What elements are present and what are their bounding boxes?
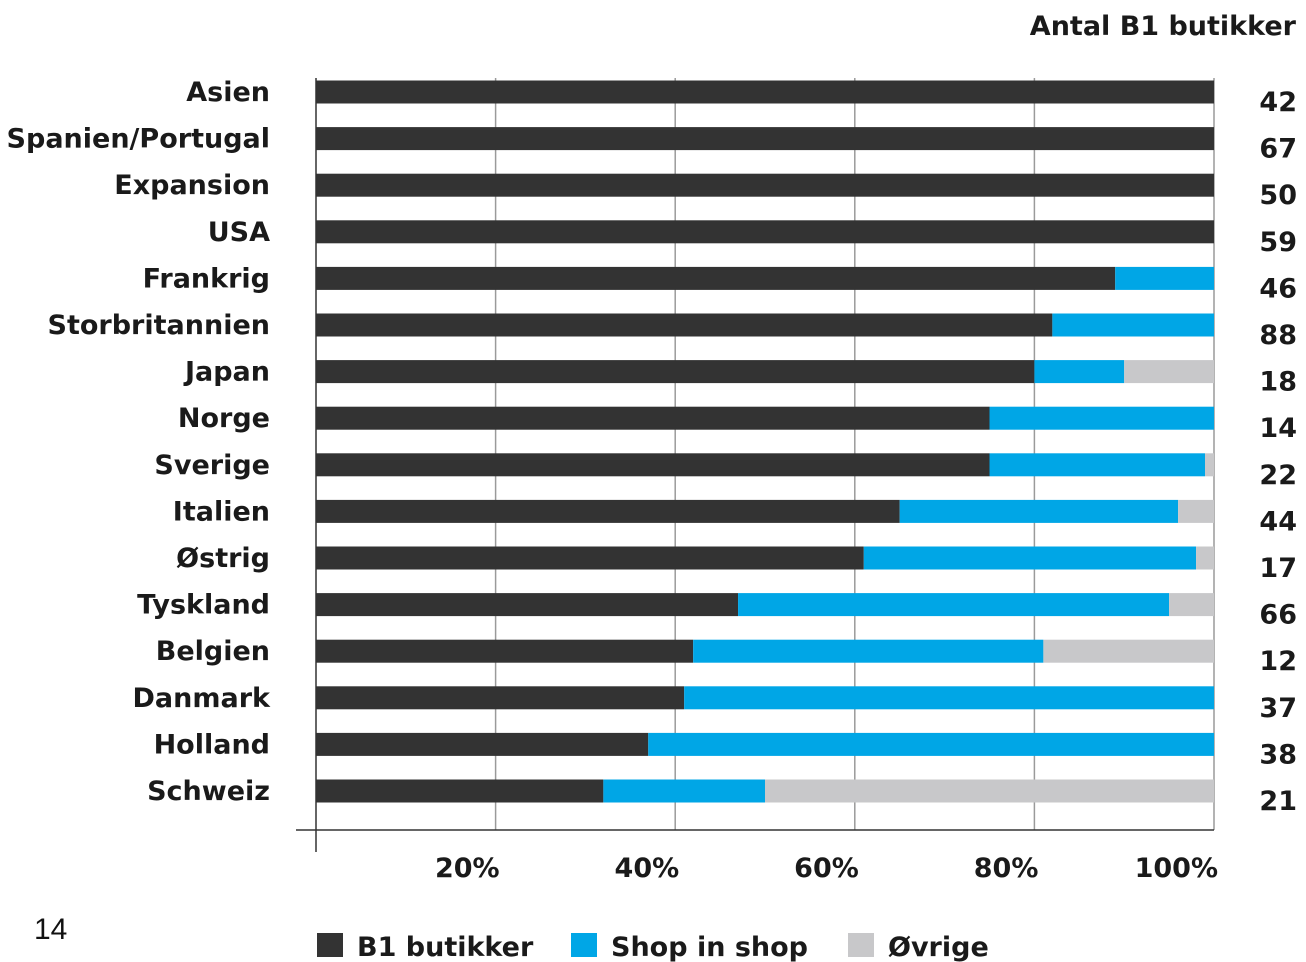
b1-segment — [316, 593, 739, 617]
shop-segment — [684, 686, 1214, 710]
category-label: Sverige — [154, 450, 270, 481]
count-label: 12 — [1259, 646, 1297, 677]
category-label: Frankrig — [143, 263, 270, 294]
shop-segment — [1052, 313, 1214, 337]
count-label: 22 — [1259, 460, 1297, 491]
b1-segment — [316, 732, 649, 756]
b1-segment — [316, 546, 864, 570]
count-label: 18 — [1259, 367, 1297, 398]
b1-segment — [316, 639, 694, 663]
b1-segment — [316, 779, 604, 803]
count-label: 50 — [1259, 180, 1297, 211]
legend-label: Shop in shop — [611, 932, 808, 962]
b1-segment — [316, 686, 685, 710]
category-label: Østrig — [176, 543, 270, 574]
shop-segment — [1115, 266, 1214, 290]
shop-legend-swatch — [571, 933, 597, 957]
category-label: Belgien — [156, 636, 270, 667]
category-label: Norge — [178, 403, 270, 434]
axes — [296, 78, 1214, 852]
count-label: 59 — [1259, 227, 1297, 258]
count-label: 67 — [1259, 134, 1297, 165]
count-label: 17 — [1259, 553, 1297, 584]
other-segment — [1169, 593, 1214, 617]
other-segment — [1043, 639, 1214, 663]
legend-label: Øvrige — [888, 932, 989, 962]
count-label: 66 — [1259, 600, 1297, 631]
count-label: 44 — [1259, 506, 1297, 537]
b1-segment — [316, 220, 1214, 244]
count-label: 21 — [1259, 786, 1297, 817]
other-legend-swatch — [848, 933, 874, 957]
count-label: 37 — [1259, 693, 1297, 724]
count-label: 88 — [1259, 320, 1297, 351]
category-label: Japan — [183, 357, 270, 388]
x-tick-label: 20% — [435, 853, 500, 884]
b1-segment — [316, 360, 1035, 384]
x-tick-label: 80% — [974, 853, 1039, 884]
shop-segment — [738, 593, 1170, 617]
count-label: 38 — [1259, 739, 1297, 770]
b1-segment — [316, 80, 1214, 104]
category-label: Expansion — [114, 170, 270, 201]
legend-label: B1 butikker — [357, 932, 534, 962]
bars — [316, 80, 1214, 803]
b1-segment — [316, 127, 1214, 151]
other-segment — [1196, 546, 1214, 570]
b1-segment — [316, 266, 1116, 290]
other-segment — [1205, 453, 1214, 477]
category-label: Danmark — [133, 683, 272, 714]
count-label: 46 — [1259, 273, 1297, 304]
count-labels: 42 67 50 59 46 88 18 14 22 44 17 66 12 37 38 21 — [1259, 87, 1297, 817]
shop-segment — [603, 779, 765, 803]
category-label: Storbritannien — [48, 310, 270, 341]
shop-segment — [1034, 360, 1125, 384]
b1-segment — [316, 406, 990, 430]
count-label: 14 — [1259, 413, 1297, 444]
category-label: Schweiz — [147, 776, 270, 807]
other-segment — [765, 779, 1214, 803]
other-segment — [1178, 499, 1214, 523]
shop-segment — [693, 639, 1044, 663]
b1-segment — [316, 173, 1214, 197]
category-label: Asien — [186, 77, 270, 108]
category-label: Italien — [173, 496, 270, 527]
b1-segment — [316, 453, 990, 477]
count-label: 42 — [1259, 87, 1297, 118]
shop-segment — [648, 732, 1214, 756]
page-number: 14 — [34, 913, 67, 946]
b1-segment — [316, 499, 900, 523]
x-tick-label: 40% — [615, 853, 680, 884]
category-label: USA — [208, 217, 270, 248]
category-labels: Asien Spanien/Portugal Expansion USA Frankri… — [7, 77, 271, 807]
category-label: Tyskland — [137, 590, 270, 621]
legend: B1 butikker Shop in shop Øvrige — [317, 932, 989, 962]
x-tick-label: 100% — [1135, 853, 1218, 884]
count-header: Antal B1 butikker — [1030, 11, 1297, 42]
x-tick-label: 60% — [794, 853, 859, 884]
other-segment — [1124, 360, 1214, 384]
category-label: Spanien/Portugal — [7, 124, 270, 155]
shop-segment — [989, 453, 1206, 477]
shop-segment — [989, 406, 1214, 430]
shop-segment — [899, 499, 1179, 523]
x-tick-labels: 20% 40% 60% 80% 100% — [435, 853, 1218, 884]
category-label: Holland — [154, 729, 270, 760]
b1-legend-swatch — [317, 933, 343, 957]
b1-segment — [316, 313, 1053, 337]
shop-segment — [863, 546, 1197, 570]
